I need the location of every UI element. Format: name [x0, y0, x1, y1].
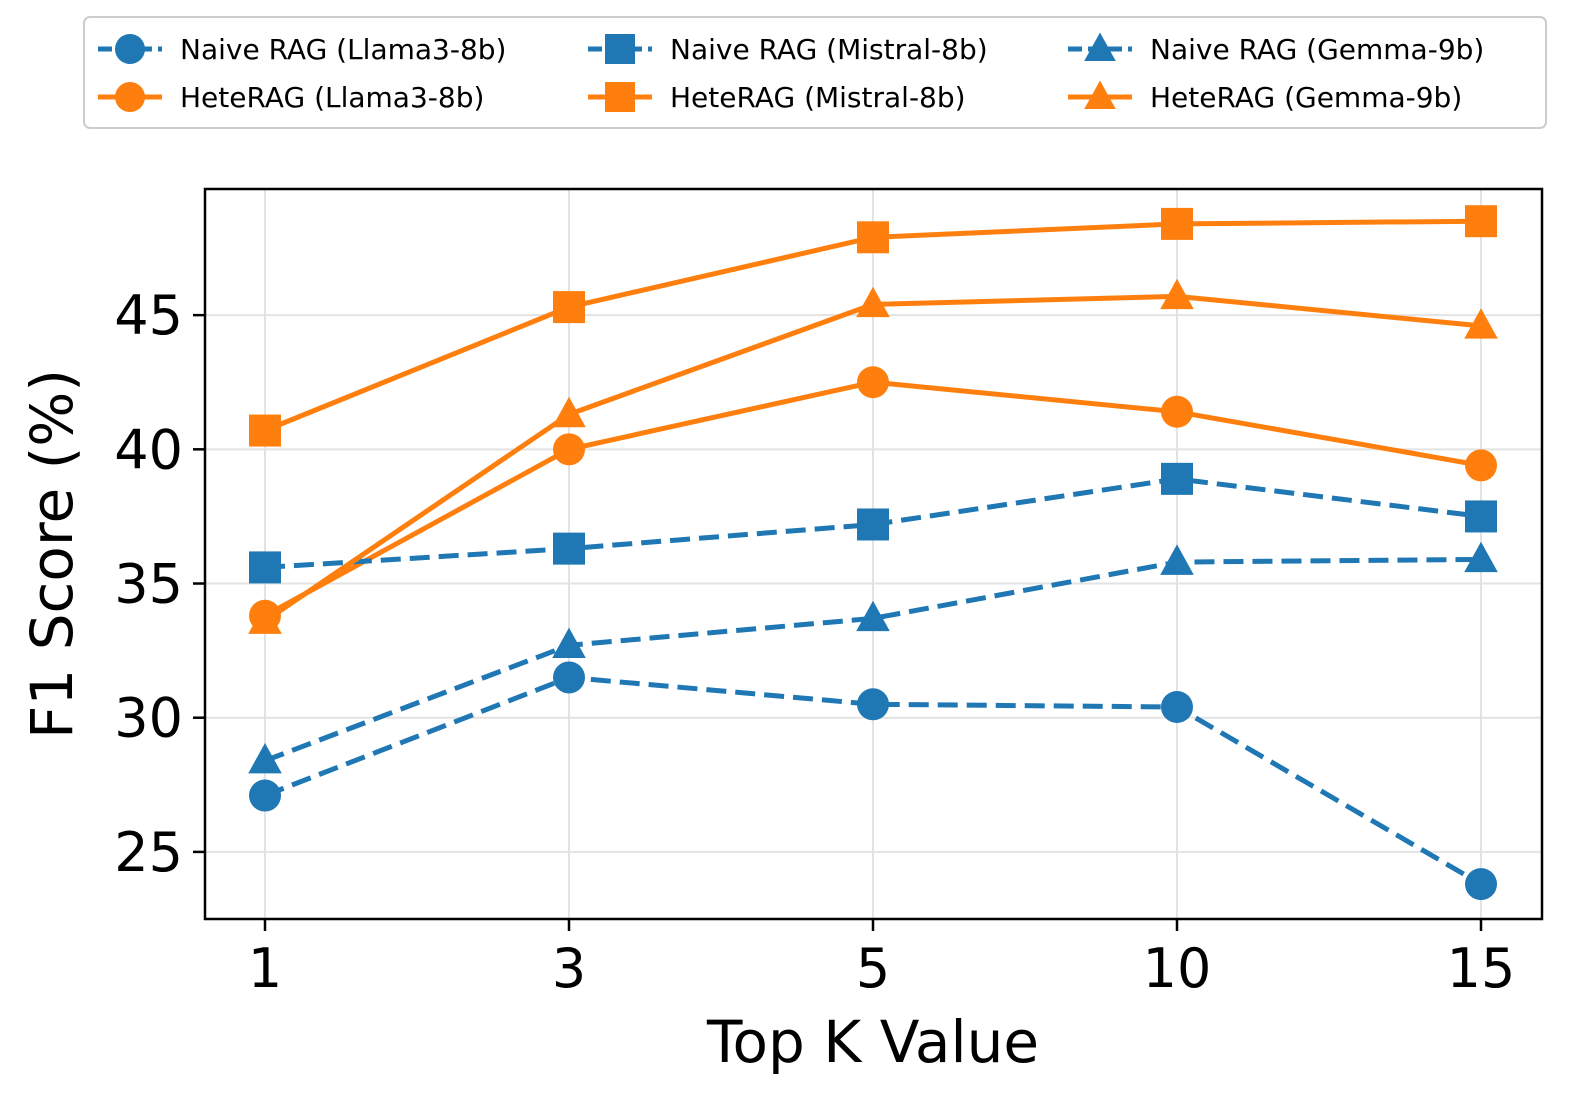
legend-item: HeteRAG (Llama3-8b)	[98, 81, 484, 114]
x-tick-label: 15	[1447, 937, 1516, 1000]
legend-marker	[1084, 32, 1116, 61]
legend-marker	[605, 34, 635, 64]
data-point	[1160, 544, 1194, 575]
data-point	[1160, 278, 1194, 310]
series-4	[248, 541, 1498, 774]
legend-label: Naive RAG (Llama3-8b)	[180, 33, 506, 66]
data-point	[857, 508, 889, 541]
series-line	[264, 675, 1483, 887]
x-tick-label: 3	[552, 937, 586, 1000]
series-5	[248, 278, 1498, 634]
x-tick-label: 10	[1143, 937, 1212, 1000]
series-2	[249, 462, 1497, 584]
series-line	[264, 556, 1482, 764]
data-point	[248, 603, 282, 634]
data-point	[857, 688, 889, 721]
x-tick-label: 1	[248, 937, 282, 1000]
data-point	[248, 743, 282, 774]
legend-marker	[115, 82, 145, 112]
data-point	[1161, 395, 1193, 428]
legend: Naive RAG (Llama3-8b) Naive RAG (Mistral-…	[83, 16, 1547, 129]
data-point	[1161, 207, 1193, 240]
series-3	[249, 205, 1497, 447]
y-tick-label: 45	[114, 284, 183, 347]
series-0	[249, 661, 1497, 901]
legend-item: Naive RAG (Gemma-9b)	[1068, 32, 1484, 66]
data-point	[1161, 462, 1193, 495]
legend-label: HeteRAG (Gemma-9b)	[1150, 81, 1462, 114]
legend-marker	[115, 34, 145, 64]
data-point	[1465, 868, 1497, 901]
data-point	[249, 779, 281, 812]
x-tick-label: 5	[856, 937, 890, 1000]
legend-label: HeteRAG (Mistral-8b)	[670, 81, 966, 114]
legend-item: Naive RAG (Mistral-8b)	[588, 33, 988, 66]
legend-item: Naive RAG (Llama3-8b)	[98, 33, 506, 66]
legend-marker	[1084, 80, 1116, 109]
data-point	[1161, 690, 1193, 723]
y-tick-label: 30	[114, 687, 183, 750]
data-point	[856, 600, 890, 632]
data-point	[553, 291, 585, 324]
y-tick-label: 40	[114, 418, 183, 481]
y-tick-label: 25	[114, 821, 183, 884]
data-point	[856, 286, 890, 318]
data-point	[249, 551, 281, 584]
legend-marker	[605, 82, 635, 112]
data-point	[553, 433, 585, 466]
y-axis-label: F1 Score (%)	[18, 369, 86, 739]
x-axis-label: Top K Value	[706, 1008, 1039, 1076]
data-point	[1464, 308, 1498, 339]
legend-label: Naive RAG (Gemma-9b)	[1150, 33, 1484, 66]
data-point	[1464, 541, 1498, 573]
data-point	[552, 396, 586, 428]
data-point	[857, 221, 889, 254]
data-point	[249, 414, 281, 447]
series-layer	[248, 205, 1498, 901]
y-tick-label: 35	[114, 553, 183, 616]
legend-frame	[83, 16, 1547, 129]
legend-item: HeteRAG (Mistral-8b)	[588, 81, 966, 114]
data-point	[553, 661, 585, 694]
legend-label: Naive RAG (Mistral-8b)	[670, 33, 988, 66]
data-point	[1465, 205, 1497, 238]
data-point	[857, 366, 889, 399]
data-point	[553, 532, 585, 565]
legend-label: HeteRAG (Llama3-8b)	[180, 81, 484, 114]
legend-item: HeteRAG (Gemma-9b)	[1068, 80, 1462, 114]
data-point	[552, 627, 586, 659]
data-point	[1465, 500, 1497, 533]
data-point	[1465, 449, 1497, 482]
